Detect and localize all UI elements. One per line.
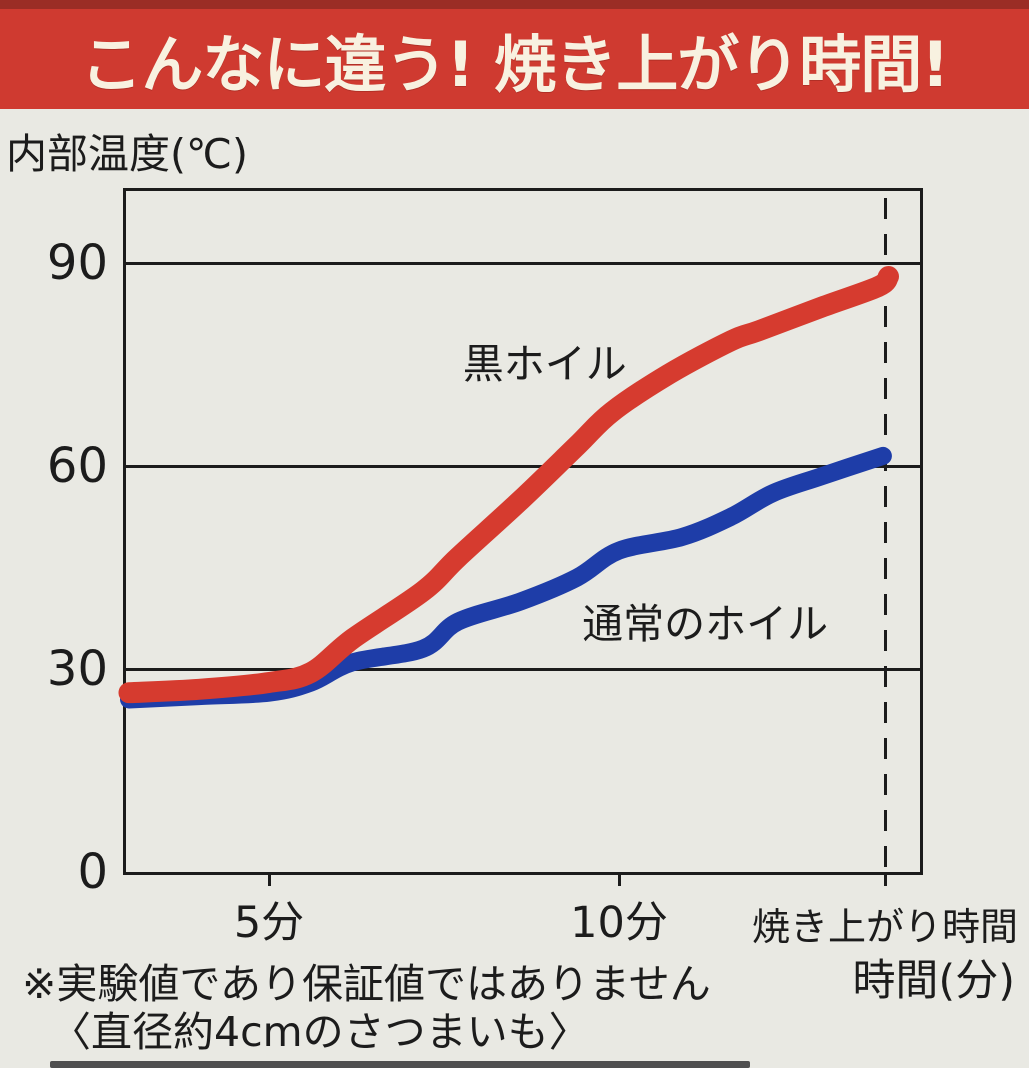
gridline-30 (125, 667, 920, 671)
ytick-label-30: 30 (46, 641, 108, 697)
footnote-line-1: ※実験値であり保証値ではありません (22, 960, 711, 1008)
series-label-1: 通常のホイル (582, 600, 829, 649)
gridline-60 (125, 464, 920, 468)
banner-top-strip (0, 0, 1029, 9)
xtick-mark-5 (267, 874, 271, 886)
xtick-label-10: 10分 (570, 898, 668, 948)
title-banner: こんなに違う! 焼き上がり時間! (0, 9, 1029, 109)
footnote-line-2: 〈直径約4cmのさつまいも〉 (50, 1008, 590, 1056)
chart-title: こんなに違う! 焼き上がり時間! (80, 28, 949, 101)
ytick-label-90: 90 (46, 235, 108, 291)
xtick-label-5: 5分 (233, 898, 305, 948)
photo-bottom-edge (50, 1061, 750, 1068)
xtick-mark-10 (617, 874, 621, 886)
ytick-label-0: 0 (77, 844, 108, 900)
plot-area-border (123, 188, 923, 875)
ytick-label-60: 60 (46, 438, 108, 494)
series-label-0: 黒ホイル (462, 339, 627, 388)
y-axis-title: 内部温度(℃) (6, 130, 249, 178)
gridline-90 (125, 261, 920, 265)
baking-done-dashed-line (883, 198, 887, 870)
x-axis-unit-label: 時間(分) (852, 956, 1015, 1006)
footnote-block: ※実験値であり保証値ではありません 〈直径約4cmのさつまいも〉 (22, 960, 711, 1056)
xtick-mark-13.8 (883, 874, 887, 886)
xtick-label-13.8: 焼き上がり時間 (751, 905, 1018, 949)
